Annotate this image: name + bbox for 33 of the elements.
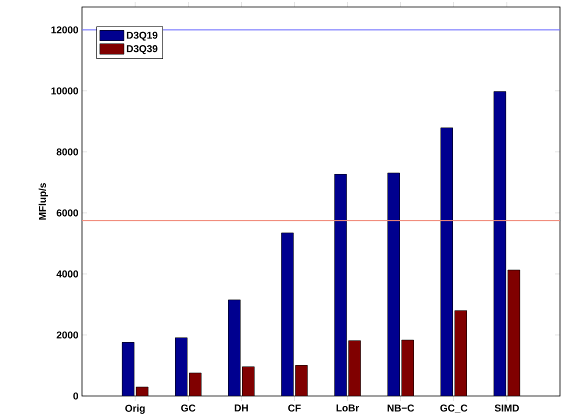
x-tick-label: CF [288, 404, 301, 412]
bar [508, 270, 520, 396]
y-tick-label: 6000 [56, 209, 78, 216]
y-tick-label: 10000 [51, 87, 78, 94]
bar [188, 372, 202, 396]
y-tick-label: 2000 [56, 331, 78, 339]
bar [454, 310, 468, 396]
bar [440, 128, 454, 396]
y-tick-label: 12000 [51, 26, 78, 34]
bar [122, 342, 134, 396]
x-tick-label: Orig [125, 404, 145, 414]
bar [387, 172, 400, 396]
bar [281, 232, 294, 396]
legend-label: D3Q39 [126, 45, 158, 54]
bar [348, 340, 361, 396]
y-axis-title: MFlup/s [38, 183, 48, 220]
bar [494, 91, 506, 396]
bar [401, 340, 414, 396]
x-tick-label: NB−C [388, 404, 414, 412]
x-tick-label: GC [181, 404, 196, 412]
x-tick-label: DH [234, 404, 248, 412]
legend-label: D3Q19 [126, 32, 158, 41]
x-tick-label: GC_C [440, 404, 468, 413]
bar [228, 300, 241, 396]
y-tick-label: 4000 [56, 270, 78, 278]
y-tick-label: 8000 [56, 148, 78, 156]
x-tick-label: SIMD [494, 404, 519, 412]
bar [295, 365, 308, 396]
y-tick-label: 0 [73, 392, 78, 400]
bar [334, 174, 347, 396]
x-tick-label: LoBr [336, 404, 360, 412]
bar [242, 366, 255, 396]
bar [174, 337, 188, 396]
